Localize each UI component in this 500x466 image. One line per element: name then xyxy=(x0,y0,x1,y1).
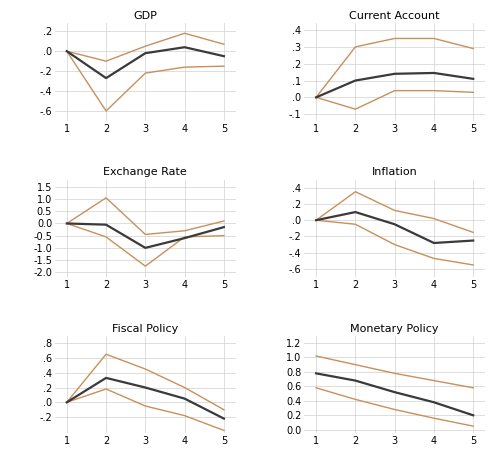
Title: Current Account: Current Account xyxy=(350,11,440,21)
Title: Inflation: Inflation xyxy=(372,167,418,178)
Title: Monetary Policy: Monetary Policy xyxy=(350,323,439,334)
Title: Exchange Rate: Exchange Rate xyxy=(104,167,187,178)
Title: GDP: GDP xyxy=(134,11,158,21)
Title: Fiscal Policy: Fiscal Policy xyxy=(112,323,178,334)
